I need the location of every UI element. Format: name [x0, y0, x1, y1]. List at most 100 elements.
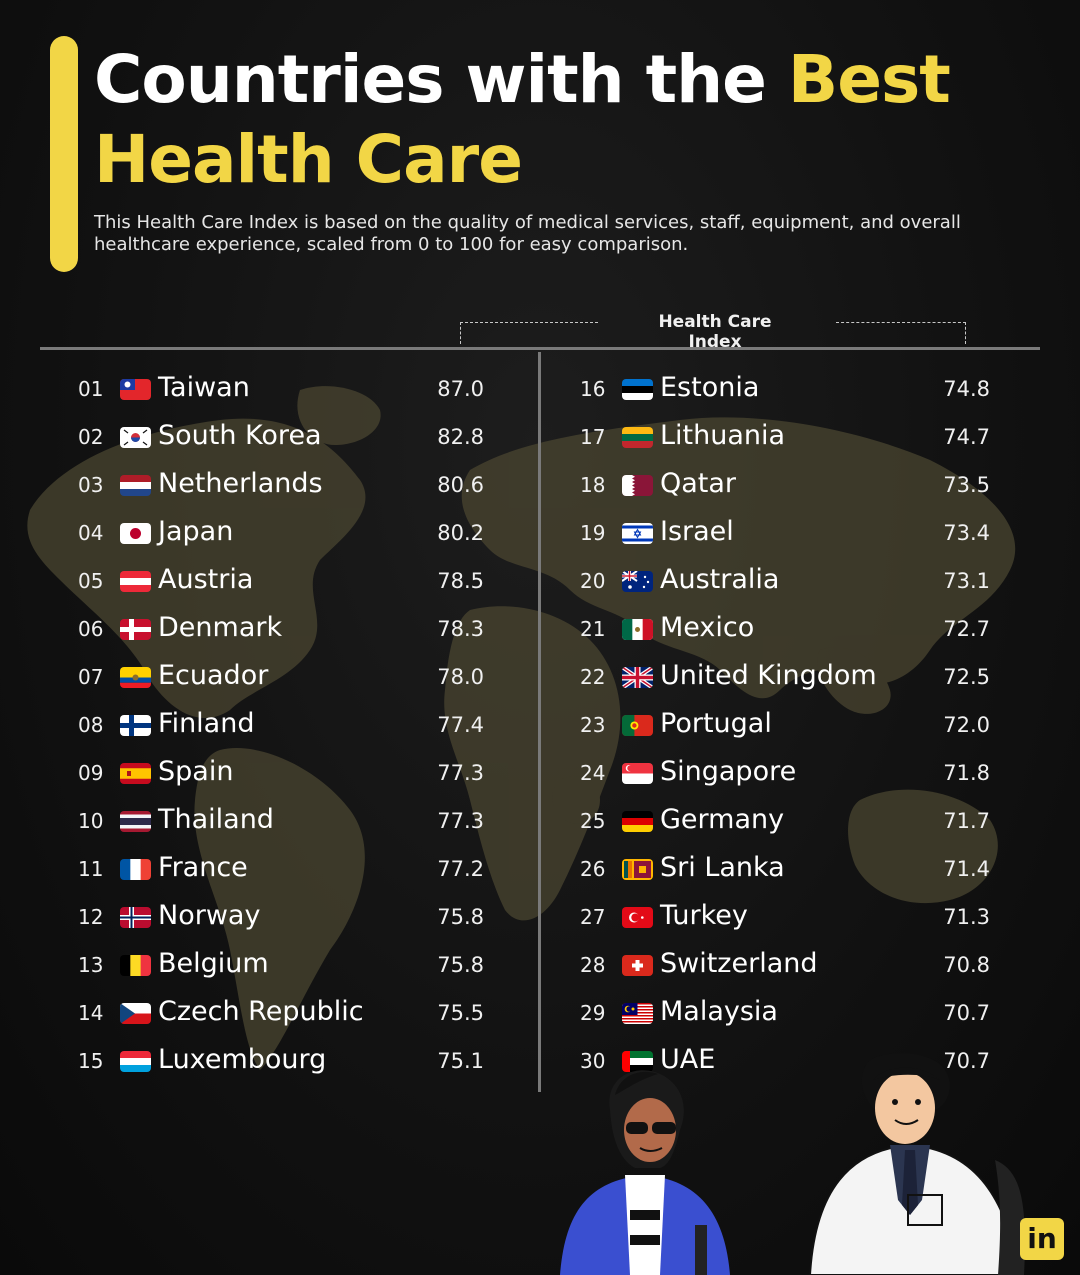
page-title: Countries with the Best Health Care: [94, 40, 994, 200]
rank-number: 27: [580, 905, 606, 929]
rank-number: 11: [78, 857, 104, 881]
country-name: United Kingdom: [660, 660, 877, 691]
index-value: 72.5: [943, 665, 990, 689]
czech-republic-flag-icon: [120, 1003, 151, 1024]
rank-number: 16: [580, 377, 606, 401]
estonia-flag-icon: [622, 379, 653, 400]
index-value: 75.5: [437, 1001, 484, 1025]
table-row: 02 South Korea 82.8: [78, 415, 498, 463]
uae-flag-icon: [622, 1051, 653, 1072]
country-name: Israel: [660, 516, 734, 547]
country-name: Ecuador: [158, 660, 269, 691]
title-part-2: Best: [787, 41, 951, 118]
country-name: Malaysia: [660, 996, 778, 1027]
title-accent-bar: [50, 36, 78, 272]
rank-number: 15: [78, 1049, 104, 1073]
country-name: Singapore: [660, 756, 797, 787]
rank-number: 03: [78, 473, 104, 497]
index-value: 72.7: [943, 617, 990, 641]
table-row: 17 Lithuania 74.7: [580, 415, 1000, 463]
country-name: Belgium: [158, 948, 269, 979]
table-row: 21 Mexico 72.7: [580, 607, 1000, 655]
index-value: 77.3: [437, 761, 484, 785]
lithuania-flag-icon: [622, 427, 653, 448]
ranking-column-right: 16 Estonia 74.8 17 Lithuania 74.7 18 Qatar 73.5 1…: [580, 367, 1000, 1087]
table-row: 26 Sri Lanka 71.4: [580, 847, 1000, 895]
singapore-flag-icon: [622, 763, 653, 784]
table-row: 08 Finland 77.4: [78, 703, 498, 751]
country-name: Portugal: [660, 708, 772, 739]
israel-flag-icon: [622, 523, 653, 544]
table-row: 06 Denmark 78.3: [78, 607, 498, 655]
rank-number: 18: [580, 473, 606, 497]
rank-number: 04: [78, 521, 104, 545]
table-row: 12 Norway 75.8: [78, 895, 498, 943]
rank-number: 28: [580, 953, 606, 977]
country-name: Spain: [158, 756, 234, 787]
rank-number: 26: [580, 857, 606, 881]
mexico-flag-icon: [622, 619, 653, 640]
ranking-column-left: 01 Taiwan 87.0 02 South Korea 82.8 03 Netherlan…: [78, 367, 498, 1087]
norway-flag-icon: [120, 907, 151, 928]
title-part-1: Countries with the: [94, 41, 767, 118]
malaysia-flag-icon: [622, 1003, 653, 1024]
country-name: Qatar: [660, 468, 737, 499]
table-row: 25 Germany 71.7: [580, 799, 1000, 847]
rank-number: 14: [78, 1001, 104, 1025]
index-value: 75.8: [437, 953, 484, 977]
title-part-3: Health Care: [94, 121, 523, 198]
header-divider: [40, 347, 1040, 350]
rank-number: 07: [78, 665, 104, 689]
rank-number: 17: [580, 425, 606, 449]
country-name: Turkey: [660, 900, 748, 931]
country-name: South Korea: [158, 420, 322, 451]
table-row: 13 Belgium 75.8: [78, 943, 498, 991]
luxembourg-flag-icon: [120, 1051, 151, 1072]
rank-number: 08: [78, 713, 104, 737]
rank-number: 21: [580, 617, 606, 641]
rank-number: 09: [78, 761, 104, 785]
table-row: 05 Austria 78.5: [78, 559, 498, 607]
rank-number: 24: [580, 761, 606, 785]
table-row: 22 United Kingdom 72.5: [580, 655, 1000, 703]
denmark-flag-icon: [120, 619, 151, 640]
france-flag-icon: [120, 859, 151, 880]
index-value: 70.8: [943, 953, 990, 977]
table-row: 14 Czech Republic 75.5: [78, 991, 498, 1039]
index-value: 78.3: [437, 617, 484, 641]
country-name: Czech Republic: [158, 996, 364, 1027]
country-name: Luxembourg: [158, 1044, 327, 1075]
country-name: Thailand: [158, 804, 274, 835]
table-row: 10 Thailand 77.3: [78, 799, 498, 847]
index-value: 77.4: [437, 713, 484, 737]
country-name: Norway: [158, 900, 261, 931]
index-value: 87.0: [437, 377, 484, 401]
table-row: 15 Luxembourg 75.1: [78, 1039, 498, 1087]
rank-number: 06: [78, 617, 104, 641]
united-kingdom-flag-icon: [622, 667, 653, 688]
table-row: 01 Taiwan 87.0: [78, 367, 498, 415]
portugal-flag-icon: [622, 715, 653, 736]
index-value: 73.1: [943, 569, 990, 593]
country-name: UAE: [660, 1044, 716, 1075]
doctor-patient-illustration: [560, 1053, 1025, 1275]
table-row: 20 Australia 73.1: [580, 559, 1000, 607]
index-value: 78.5: [437, 569, 484, 593]
table-row: 16 Estonia 74.8: [580, 367, 1000, 415]
index-value: 75.8: [437, 905, 484, 929]
rank-number: 30: [580, 1049, 606, 1073]
country-name: Germany: [660, 804, 785, 835]
column-divider: [538, 352, 541, 1092]
netherlands-flag-icon: [120, 475, 151, 496]
rank-number: 19: [580, 521, 606, 545]
country-name: Denmark: [158, 612, 283, 643]
country-name: Australia: [660, 564, 780, 595]
germany-flag-icon: [622, 811, 653, 832]
index-value: 74.8: [943, 377, 990, 401]
index-column-header: Health Care Index: [460, 312, 966, 352]
table-row: 07 Ecuador 78.0: [78, 655, 498, 703]
austria-flag-icon: [120, 571, 151, 592]
south-korea-flag-icon: [120, 427, 151, 448]
index-header-label: Health Care Index: [658, 312, 772, 352]
index-value: 78.0: [437, 665, 484, 689]
